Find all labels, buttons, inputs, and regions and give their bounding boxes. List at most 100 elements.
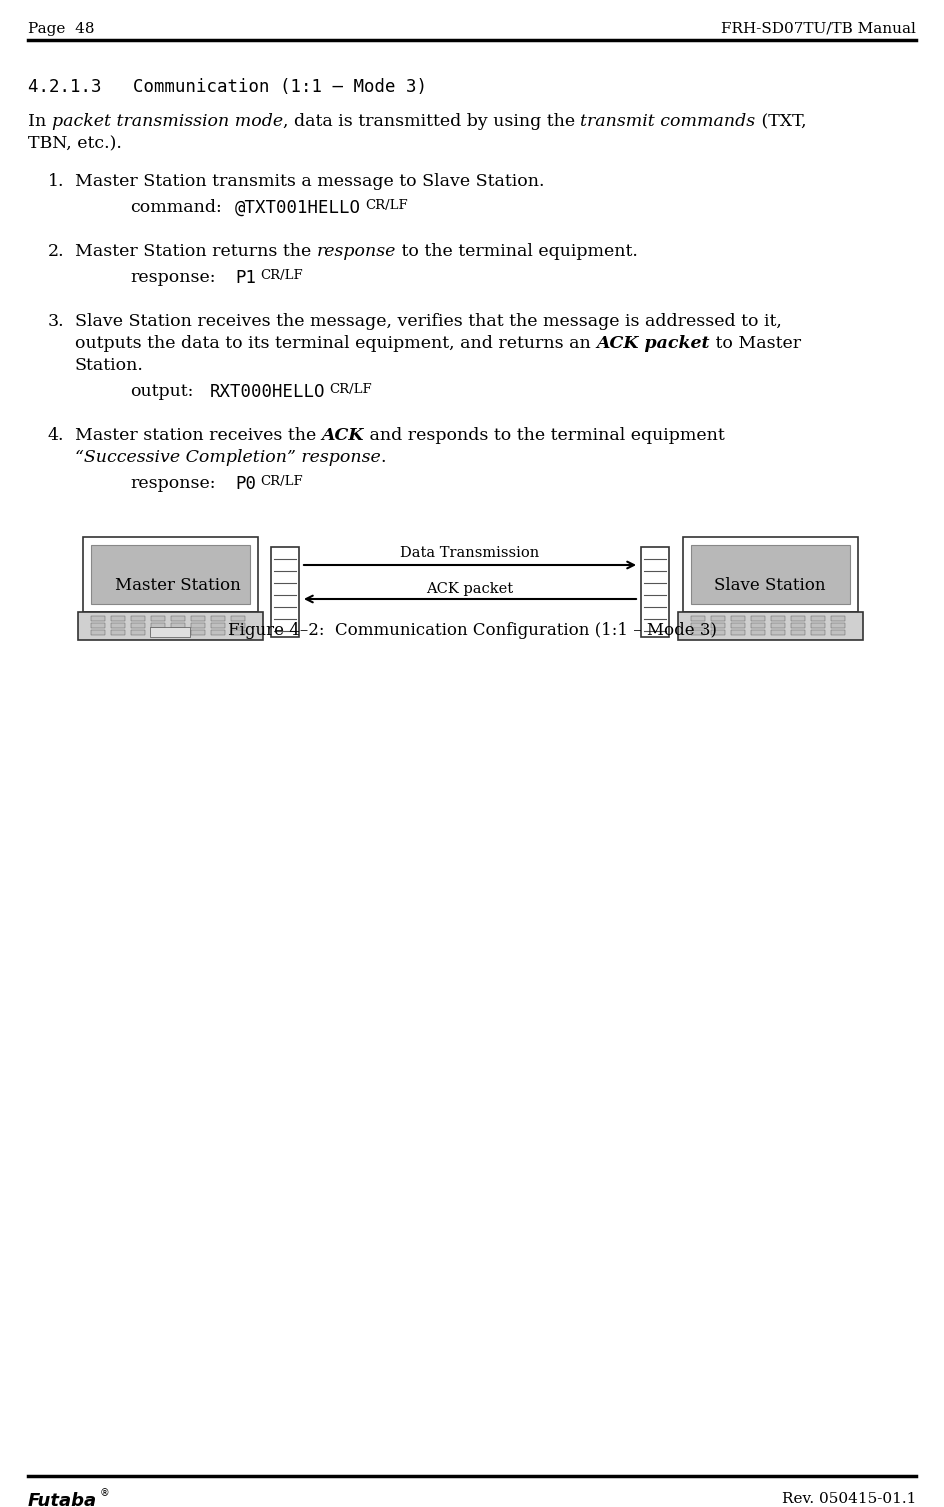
Bar [711,622,724,628]
Bar [790,622,804,628]
Bar [831,622,845,628]
Bar [711,630,724,634]
Bar [811,622,824,628]
Bar [731,630,745,634]
Text: TBN, etc.).: TBN, etc.). [28,136,122,152]
Bar [790,616,804,621]
Text: FRH-SD07TU/TB Manual: FRH-SD07TU/TB Manual [721,23,916,36]
Bar [130,622,144,628]
Text: response:: response: [130,270,215,286]
Bar [731,616,745,621]
Text: ACK: ACK [322,426,364,445]
Bar [150,616,164,621]
Text: Station.: Station. [75,357,143,374]
Bar [683,536,857,612]
Bar [191,630,205,634]
Bar [690,630,704,634]
Text: to the terminal equipment.: to the terminal equipment. [396,243,638,261]
Bar [130,630,144,634]
Text: .: . [380,449,386,466]
Text: P1: P1 [235,270,256,286]
Bar [811,630,824,634]
Text: (TXT,: (TXT, [755,113,806,130]
Bar [831,630,845,634]
Text: Rev. 050415-01.1: Rev. 050415-01.1 [782,1492,916,1505]
Text: ®: ® [100,1487,110,1498]
Bar [171,616,184,621]
Text: 4.: 4. [48,426,64,445]
Text: @TXT001HELLO: @TXT001HELLO [235,199,361,217]
Bar [91,616,105,621]
Bar [770,622,784,628]
Bar [91,546,249,604]
Text: 3.: 3. [48,313,64,330]
Bar [171,622,184,628]
Bar [790,630,804,634]
Text: outputs the data to its terminal equipment, and returns an: outputs the data to its terminal equipme… [75,335,597,353]
Bar [711,616,724,621]
Bar [191,622,205,628]
Bar [110,622,125,628]
Bar [230,616,244,621]
Bar [211,622,225,628]
Text: and responds to the terminal equipment: and responds to the terminal equipment [364,426,725,445]
Bar [211,630,225,634]
Bar [230,622,244,628]
Bar [750,616,765,621]
Text: CR/LF: CR/LF [260,475,303,488]
Text: CR/LF: CR/LF [260,270,303,282]
Bar [690,622,704,628]
Text: Master station receives the: Master station receives the [75,426,322,445]
Text: Master Station transmits a message to Slave Station.: Master Station transmits a message to Sl… [75,173,545,190]
Text: response:: response: [130,475,215,491]
Bar [150,627,190,637]
Bar [641,547,669,637]
Bar [150,630,164,634]
Text: “Successive Completion” response: “Successive Completion” response [75,449,380,466]
Bar [91,622,105,628]
Text: ACK packet: ACK packet [597,335,710,353]
Text: Master Station returns the: Master Station returns the [75,243,317,261]
Text: to Master: to Master [710,335,801,353]
Bar [171,630,184,634]
Text: RXT000HELLO: RXT000HELLO [210,383,326,401]
Bar [770,616,784,621]
Text: 2.: 2. [48,243,64,261]
Text: Slave Station: Slave Station [714,577,825,594]
Text: Futaba: Futaba [28,1492,97,1507]
Text: In: In [28,113,52,130]
Bar [678,612,863,640]
Bar [82,536,258,612]
Bar [731,622,745,628]
Bar [750,622,765,628]
Text: Page  48: Page 48 [28,23,94,36]
Text: response: response [317,243,396,261]
Text: 4.2.1.3   Communication (1:1 – Mode 3): 4.2.1.3 Communication (1:1 – Mode 3) [28,78,427,96]
Text: transmit commands: transmit commands [581,113,755,130]
Bar [811,616,824,621]
Text: Data Transmission: Data Transmission [400,546,540,561]
Bar [690,616,704,621]
Bar [230,630,244,634]
Text: Figure 4–2:  Communication Configuration (1:1 – Mode 3): Figure 4–2: Communication Configuration … [228,622,716,639]
Text: command:: command: [130,199,222,216]
Bar [271,547,299,637]
Bar [211,616,225,621]
Text: P0: P0 [235,475,256,493]
Text: , data is transmitted by using the: , data is transmitted by using the [283,113,581,130]
Bar [77,612,262,640]
Bar [191,616,205,621]
Bar [110,616,125,621]
Text: CR/LF: CR/LF [329,383,372,396]
Text: CR/LF: CR/LF [365,199,408,212]
Text: output:: output: [130,383,194,399]
Text: ACK packet: ACK packet [427,582,514,595]
Bar [690,546,850,604]
Bar [750,630,765,634]
Text: 1.: 1. [48,173,64,190]
Bar [770,630,784,634]
Text: Master Station: Master Station [115,577,241,594]
Text: packet transmission mode: packet transmission mode [52,113,283,130]
Text: Slave Station receives the message, verifies that the message is addressed to it: Slave Station receives the message, veri… [75,313,782,330]
Bar [831,616,845,621]
